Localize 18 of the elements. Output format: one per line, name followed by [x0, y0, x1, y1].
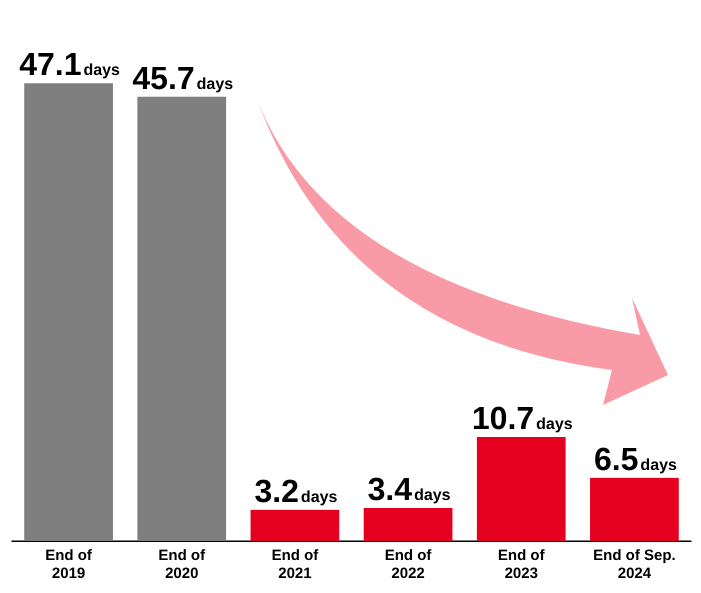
x-tick-label: End of 2022: [384, 547, 432, 582]
bar: [250, 510, 340, 541]
data-label: 3.4days: [368, 470, 451, 507]
bar: [476, 436, 566, 541]
x-tick-label: End of 2021: [272, 547, 320, 582]
bar: [364, 508, 452, 541]
data-label: 10.7days: [472, 400, 573, 436]
data-label: 47.1days: [19, 46, 120, 82]
bar: [24, 83, 113, 541]
x-tick-label: End of 2019: [45, 547, 93, 582]
x-tick-label: End of 2020: [158, 547, 206, 582]
x-tick-label: End of 2023: [498, 547, 546, 582]
x-tick-label: End of Sep. 2024: [593, 547, 676, 582]
data-label: 6.5days: [594, 440, 677, 477]
data-label: 45.7days: [132, 60, 234, 96]
bar: [137, 96, 226, 541]
bar: [590, 478, 679, 541]
data-label: 3.2days: [254, 472, 338, 509]
